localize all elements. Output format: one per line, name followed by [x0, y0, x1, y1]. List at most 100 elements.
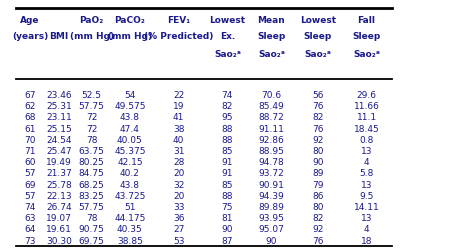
Text: 0.8: 0.8: [359, 135, 373, 144]
Text: 18.45: 18.45: [353, 124, 379, 133]
Text: 70: 70: [25, 135, 36, 144]
Text: 19: 19: [173, 102, 184, 111]
Text: BMI: BMI: [50, 32, 69, 41]
Text: Sleep: Sleep: [303, 32, 331, 41]
Text: 42.15: 42.15: [117, 158, 143, 167]
Text: 88.95: 88.95: [258, 146, 284, 155]
Text: Age: Age: [20, 16, 40, 25]
Text: 90: 90: [265, 236, 276, 245]
Text: 18: 18: [360, 236, 371, 245]
Text: Ex.: Ex.: [219, 32, 234, 41]
Text: 73: 73: [25, 236, 36, 245]
Text: 51: 51: [124, 202, 135, 211]
Text: 4: 4: [363, 158, 369, 167]
Text: 82: 82: [221, 102, 232, 111]
Text: 81: 81: [221, 213, 232, 222]
Text: 94.78: 94.78: [258, 158, 284, 167]
Text: 29.6: 29.6: [356, 90, 376, 100]
Text: 63: 63: [25, 213, 36, 222]
Text: 56: 56: [312, 90, 323, 100]
Text: 80: 80: [312, 202, 323, 211]
Text: Lowest: Lowest: [209, 16, 245, 25]
Text: 71: 71: [25, 146, 36, 155]
Text: 54: 54: [124, 90, 135, 100]
Text: 13: 13: [360, 146, 371, 155]
Text: 41: 41: [173, 113, 184, 122]
Text: (mm Hg): (mm Hg): [69, 32, 113, 41]
Text: 76: 76: [312, 236, 323, 245]
Text: 60: 60: [25, 158, 36, 167]
Text: 9.5: 9.5: [359, 191, 373, 200]
Text: 76: 76: [312, 124, 323, 133]
Text: 95.07: 95.07: [258, 225, 284, 233]
Text: 20: 20: [173, 169, 184, 178]
Text: 53: 53: [173, 236, 184, 245]
Text: 84.75: 84.75: [79, 169, 104, 178]
Text: 85: 85: [221, 180, 232, 189]
Text: 80.25: 80.25: [79, 158, 104, 167]
Text: 90.91: 90.91: [258, 180, 284, 189]
Text: 52.5: 52.5: [81, 90, 101, 100]
Text: Sao₂ᵃ: Sao₂ᵃ: [304, 50, 331, 59]
Text: 40.35: 40.35: [117, 225, 143, 233]
Text: 63.75: 63.75: [79, 146, 104, 155]
Text: 57.75: 57.75: [79, 202, 104, 211]
Text: 91: 91: [221, 169, 232, 178]
Text: 40: 40: [173, 135, 184, 144]
Text: 93.72: 93.72: [258, 169, 284, 178]
Text: 43.725: 43.725: [114, 191, 145, 200]
Text: 32: 32: [173, 180, 184, 189]
Text: 22.13: 22.13: [46, 191, 72, 200]
Text: 74: 74: [25, 202, 36, 211]
Text: Sao₂ᵃ: Sao₂ᵃ: [213, 50, 240, 59]
Text: 88: 88: [221, 135, 232, 144]
Text: 57: 57: [25, 191, 36, 200]
Text: 4: 4: [363, 225, 369, 233]
Text: 75: 75: [221, 202, 232, 211]
Text: 44.175: 44.175: [114, 213, 145, 222]
Text: 25.31: 25.31: [46, 102, 72, 111]
Text: Sao₂ᵃ: Sao₂ᵃ: [257, 50, 284, 59]
Text: 78: 78: [86, 213, 97, 222]
Text: 91: 91: [221, 158, 232, 167]
Text: 40.05: 40.05: [117, 135, 143, 144]
Text: 57.75: 57.75: [79, 102, 104, 111]
Text: 20: 20: [173, 191, 184, 200]
Text: 82: 82: [312, 113, 323, 122]
Text: 94.39: 94.39: [258, 191, 284, 200]
Text: 11.66: 11.66: [353, 102, 379, 111]
Text: 40.2: 40.2: [120, 169, 139, 178]
Text: 57: 57: [25, 169, 36, 178]
Text: PaO₂: PaO₂: [79, 16, 104, 25]
Text: 5.8: 5.8: [359, 169, 373, 178]
Text: 93.95: 93.95: [258, 213, 284, 222]
Text: 82: 82: [312, 213, 323, 222]
Text: 49.575: 49.575: [114, 102, 145, 111]
Text: 68.25: 68.25: [79, 180, 104, 189]
Text: 69: 69: [25, 180, 36, 189]
Text: 88: 88: [221, 124, 232, 133]
Text: Mean: Mean: [257, 16, 285, 25]
Text: 24.54: 24.54: [46, 135, 72, 144]
Text: 69.75: 69.75: [79, 236, 104, 245]
Text: 30.30: 30.30: [46, 236, 72, 245]
Text: 47.4: 47.4: [120, 124, 139, 133]
Text: 33: 33: [173, 202, 184, 211]
Text: 89: 89: [312, 169, 323, 178]
Text: 70.6: 70.6: [261, 90, 281, 100]
Text: Fall: Fall: [357, 16, 375, 25]
Text: 92.86: 92.86: [258, 135, 284, 144]
Text: (% Predicted): (% Predicted): [144, 32, 213, 41]
Text: 28: 28: [173, 158, 184, 167]
Text: PaCO₂: PaCO₂: [114, 16, 145, 25]
Text: 86: 86: [312, 191, 323, 200]
Text: 90: 90: [221, 225, 232, 233]
Text: 67: 67: [25, 90, 36, 100]
Text: 43.8: 43.8: [119, 180, 140, 189]
Text: 25.78: 25.78: [46, 180, 72, 189]
Text: Lowest: Lowest: [299, 16, 335, 25]
Text: 11.1: 11.1: [356, 113, 376, 122]
Text: 89.89: 89.89: [258, 202, 284, 211]
Text: 26.74: 26.74: [46, 202, 72, 211]
Text: 72: 72: [86, 124, 97, 133]
